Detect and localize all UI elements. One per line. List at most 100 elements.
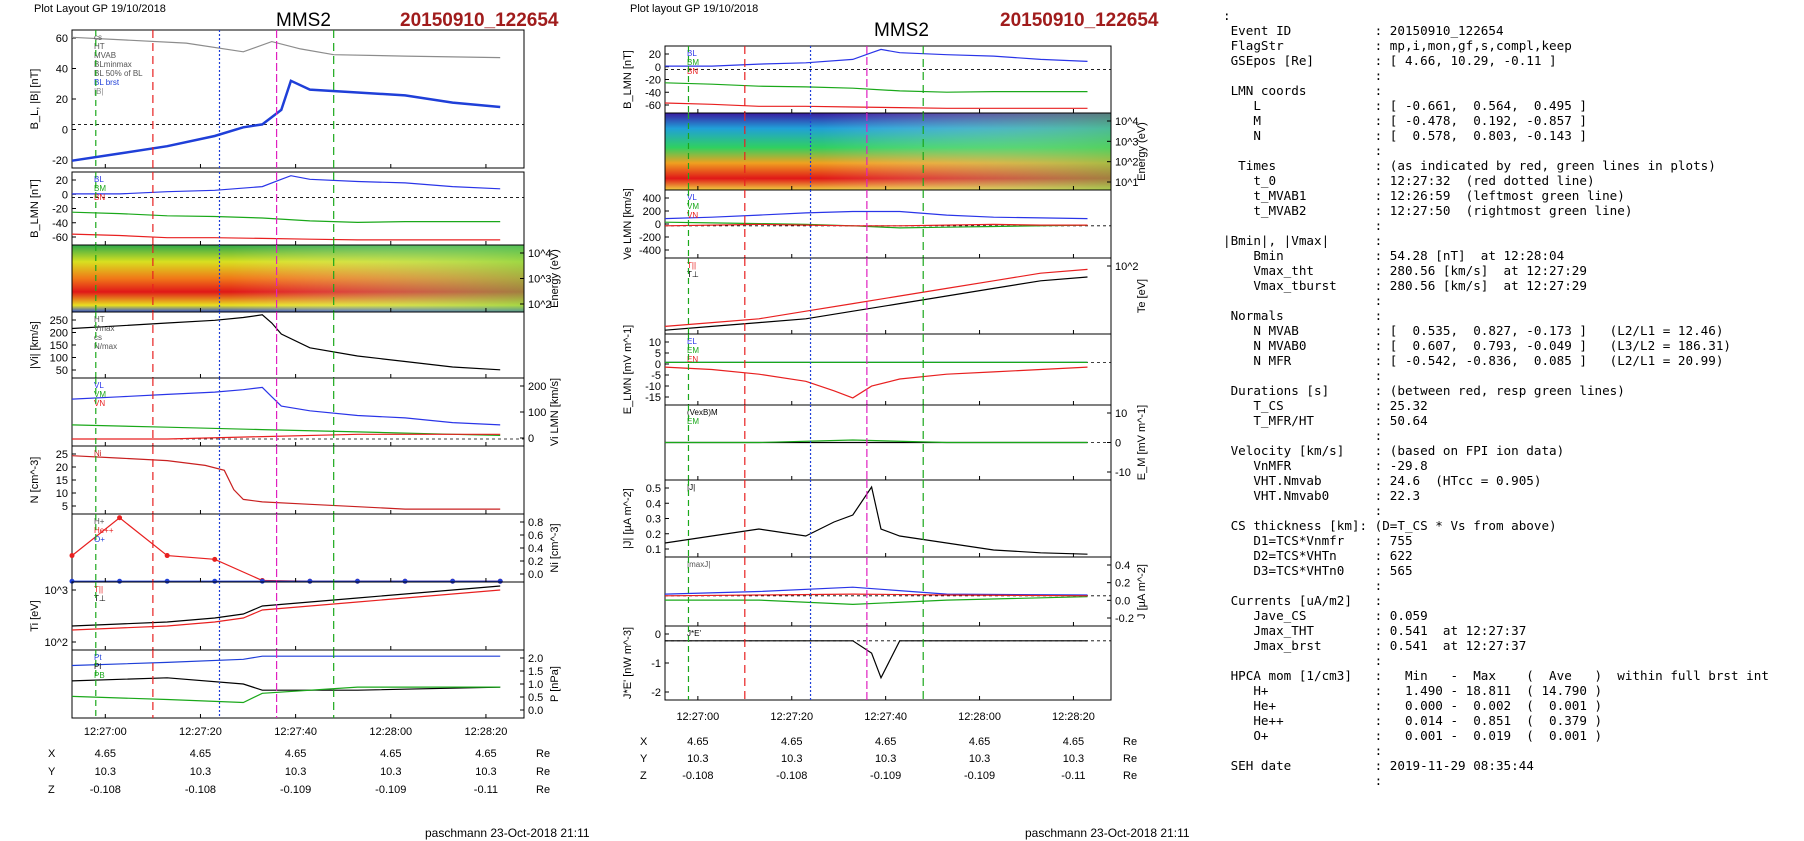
panel-frame: [71, 29, 525, 169]
legend-entry: BN: [94, 193, 105, 202]
y-tick-label: -10: [645, 381, 661, 393]
y-tick-label: 250: [50, 315, 68, 327]
y-tick-label: 20: [56, 462, 68, 474]
ephem-unit: Re: [536, 748, 550, 760]
legend-entry: VN: [687, 211, 698, 220]
series-bm: [664, 82, 1088, 93]
y-axis-label: J*E' [nW m^-3]: [622, 627, 634, 699]
series-vl: [664, 210, 1088, 220]
series-bn: [664, 102, 1088, 109]
series-vm: [664, 221, 1088, 229]
series-jn: [664, 593, 1088, 597]
y-tick-label: 10^2: [44, 637, 68, 649]
legend-entry: VM: [94, 390, 106, 399]
time-tick-label: 12:27:20: [179, 726, 222, 738]
panel-frame: [71, 513, 525, 583]
y-tick-label: -200: [639, 232, 661, 244]
ephem-value: -0.109: [280, 784, 311, 796]
series-he-: [71, 517, 501, 582]
legend-entry: BL brst: [94, 78, 120, 87]
y-tick-label: -400: [639, 245, 661, 257]
data-point: [450, 578, 456, 584]
ephem-value: -0.11: [474, 784, 498, 796]
ephem-value: 4.65: [781, 736, 802, 748]
y-tick-label: 400: [643, 193, 661, 205]
ephem-unit: Re: [1123, 753, 1137, 765]
legend-entry: H+: [94, 517, 105, 526]
left-header-label: Plot Layout GP 19/10/2018: [34, 3, 166, 15]
legend-entry: Vmax: [94, 324, 114, 333]
y-tick-label: -10: [1115, 467, 1131, 479]
data-point: [354, 578, 360, 584]
right-spacecraft-label: MMS2: [874, 20, 929, 41]
series-ni: [71, 455, 501, 510]
y-tick-label: 0.0: [528, 705, 543, 717]
ephem-unit: Re: [1123, 736, 1137, 748]
y-tick-label: -60: [645, 100, 661, 112]
time-tick-label: 12:27:00: [84, 726, 127, 738]
series--b-: [71, 36, 501, 59]
y-axis-label: Ve LMN [km/s]: [622, 188, 634, 260]
legend-entry: Pi: [94, 662, 101, 671]
panel-l7: 0.80.60.40.20.0 Ni [cm^-3] H+He++O+: [69, 513, 561, 584]
legend-entry: BL 50% of BL: [94, 69, 143, 78]
series-t-: [71, 585, 501, 627]
y-tick-label: 0.4: [1115, 560, 1130, 572]
ephem-value: 10.3: [687, 753, 708, 765]
legend-entry: |B|: [94, 87, 104, 96]
series-t-: [71, 589, 501, 631]
legend-entry: cs: [94, 333, 102, 342]
series-j-e-: [665, 640, 1088, 680]
y-tick-label: 1.0: [528, 679, 543, 691]
time-tick-label: 12:27:40: [864, 711, 907, 723]
y-tick-label: -20: [52, 155, 68, 167]
y-axis-label: N [cm^-3]: [29, 457, 41, 504]
right-footer: paschmann 23-Oct-2018 21:11: [1025, 826, 1190, 840]
ephem-value: 10.3: [285, 766, 306, 778]
y-tick-label: 10^4: [1115, 116, 1139, 128]
ephem-value: 4.65: [285, 748, 306, 760]
y-tick-label: 20: [56, 94, 68, 106]
ephem-value: 4.65: [969, 736, 990, 748]
y-tick-label: 5: [655, 348, 661, 360]
series-en: [664, 366, 1088, 399]
y-axis-label: Te [eV]: [1136, 279, 1148, 313]
y-tick-label: -60: [52, 232, 68, 244]
panel-frame: [71, 171, 525, 246]
ephem-value: -0.108: [90, 784, 121, 796]
legend-entry: J*E': [687, 629, 701, 638]
y-tick-label: 25: [56, 449, 68, 461]
series-pt: [71, 655, 501, 667]
y-axis-label: |Vi| [km/s]: [29, 321, 41, 369]
spectrogram-fade: [665, 113, 1111, 190]
y-tick-label: -20: [52, 204, 68, 216]
y-tick-label: 10^4: [528, 248, 552, 260]
legend-entry: VL: [687, 193, 697, 202]
data-point: [212, 556, 218, 562]
legend-entry: PB: [94, 671, 105, 680]
panel-frame: [664, 257, 1112, 335]
series-em: [665, 439, 1088, 444]
y-tick-label: 0.2: [528, 556, 543, 568]
y-tick-label: 0: [655, 629, 661, 641]
series-t-: [664, 268, 1088, 327]
legend-entry: EM: [687, 417, 699, 426]
series-pi: [71, 677, 501, 691]
y-tick-label: 0.6: [528, 530, 543, 542]
y-tick-label: 0: [62, 125, 68, 137]
data-point: [212, 578, 218, 584]
series-vl: [71, 386, 501, 426]
y-tick-label: 0: [655, 359, 661, 371]
y-axis-label: J [µA m^-2]: [1136, 564, 1148, 619]
legend-entry: N/max: [94, 342, 117, 351]
data-point: [164, 578, 170, 584]
legend-entry: BLminmax: [94, 60, 132, 69]
left-spacecraft-label: MMS2: [276, 10, 331, 31]
legend-entry: He++: [94, 526, 114, 535]
data-point: [402, 578, 408, 584]
legend-entry: O+: [94, 535, 105, 544]
ephem-value: -0.109: [375, 784, 406, 796]
